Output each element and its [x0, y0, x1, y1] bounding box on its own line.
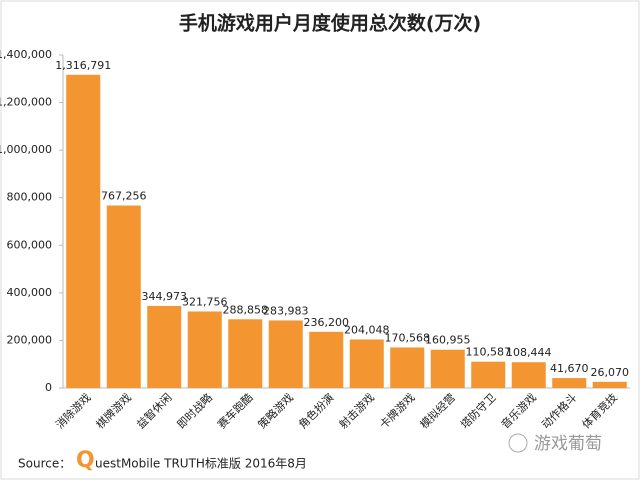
bar — [390, 347, 425, 388]
bar — [228, 319, 263, 388]
bar — [349, 339, 384, 388]
value-label: 26,070 — [591, 366, 630, 379]
value-label: 41,670 — [550, 362, 589, 375]
bar — [66, 74, 101, 388]
source-brand: Q — [76, 448, 95, 473]
y-tick-label: 600,000 — [7, 238, 53, 251]
y-tick-label: 1,200,000 — [0, 96, 52, 109]
bar — [430, 349, 465, 388]
y-tick-label: 200,000 — [7, 333, 53, 346]
chart-title: 手机游戏用户月度使用总次数(万次) — [179, 12, 481, 35]
y-tick-label: 400,000 — [7, 286, 53, 299]
value-label: 110,587 — [466, 346, 512, 359]
value-label: 160,955 — [425, 334, 471, 347]
value-label: 344,973 — [142, 290, 188, 303]
value-label: 236,200 — [304, 316, 350, 329]
value-label: 170,568 — [385, 331, 431, 344]
bar — [147, 305, 182, 388]
bar — [187, 311, 222, 388]
value-label: 1,316,791 — [55, 59, 111, 72]
value-label: 108,444 — [506, 346, 552, 359]
bar — [309, 331, 344, 388]
bar — [552, 378, 587, 388]
source-text: uestMobile TRUTH标准版 2016年8月 — [95, 457, 307, 471]
y-tick-label: 1,400,000 — [0, 48, 52, 61]
bar — [471, 361, 506, 388]
y-tick-label: 1,000,000 — [0, 143, 52, 156]
value-label: 321,756 — [182, 295, 228, 308]
watermark: 游戏葡萄 — [534, 434, 602, 454]
bar — [592, 381, 627, 388]
value-label: 204,048 — [344, 323, 390, 336]
value-label: 767,256 — [101, 190, 147, 203]
bar — [268, 320, 303, 388]
watermark-icon — [508, 433, 528, 453]
bar — [106, 205, 141, 388]
y-tick-label: 0 — [45, 381, 52, 394]
source-label: Source： — [18, 457, 71, 471]
value-label: 283,983 — [263, 304, 309, 317]
y-tick-label: 800,000 — [7, 191, 53, 204]
value-label: 288,858 — [223, 303, 269, 316]
bar — [511, 362, 546, 388]
